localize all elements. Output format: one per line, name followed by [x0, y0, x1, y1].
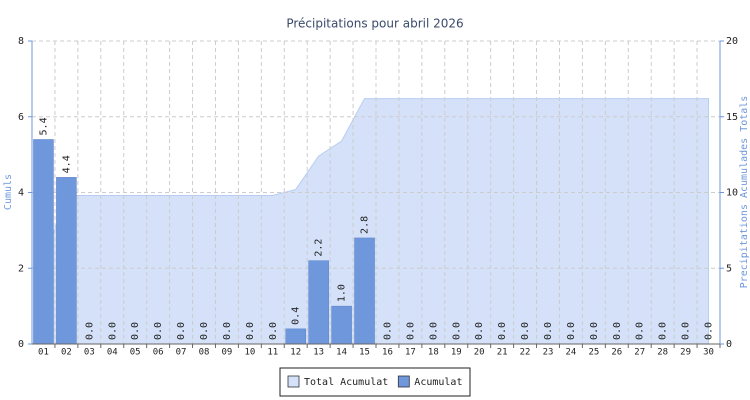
x-tick-label: 17 — [405, 348, 416, 358]
x-tick-label: 04 — [107, 348, 118, 358]
x-tick-label: 19 — [451, 348, 462, 358]
value-label: 0.0 — [130, 322, 141, 340]
y-tick-label: 0 — [18, 339, 24, 350]
value-label: 0.0 — [199, 322, 210, 340]
legend-label: Total Acumulat — [304, 377, 388, 388]
value-label: 0.0 — [268, 322, 279, 340]
bar — [308, 260, 329, 345]
value-label: 1.0 — [337, 284, 348, 302]
value-label: 0.0 — [681, 322, 692, 340]
value-label: 4.4 — [61, 155, 72, 173]
y-tick-label: 6 — [18, 112, 24, 123]
y-tick-label: 2 — [18, 263, 24, 274]
x-tick-label: 07 — [176, 348, 187, 358]
x-tick-label: 24 — [566, 348, 577, 358]
x-tick-label: 15 — [359, 348, 370, 358]
value-label: 5.4 — [38, 117, 49, 135]
bar — [56, 177, 77, 345]
x-tick-label: 27 — [634, 348, 645, 358]
value-label: 2.8 — [360, 216, 371, 234]
x-tick-label: 16 — [382, 348, 393, 358]
value-label: 0.0 — [405, 322, 416, 340]
value-label: 0.0 — [543, 322, 554, 340]
value-label: 0.0 — [84, 322, 95, 340]
y2-tick-label: 20 — [726, 36, 738, 47]
bar — [33, 139, 54, 345]
y2-tick-label: 10 — [726, 188, 738, 199]
y-axis-label: Cumuls — [3, 174, 14, 210]
bar — [354, 237, 375, 345]
x-tick-label: 09 — [222, 348, 233, 358]
value-label: 0.0 — [658, 322, 669, 340]
y-tick-label: 4 — [18, 188, 24, 199]
y2-tick-label: 5 — [726, 263, 732, 274]
value-label: 0.0 — [176, 322, 187, 340]
x-tick-label: 29 — [680, 348, 691, 358]
x-tick-label: 22 — [520, 348, 531, 358]
value-label: 0.0 — [382, 322, 393, 340]
x-tick-label: 10 — [244, 348, 255, 358]
bar — [331, 305, 352, 345]
x-tick-label: 01 — [38, 348, 49, 358]
value-label: 0.0 — [704, 322, 715, 340]
value-label: 0.0 — [451, 322, 462, 340]
x-tick-label: 03 — [84, 348, 95, 358]
x-tick-label: 02 — [61, 348, 72, 358]
x-tick-label: 14 — [336, 348, 347, 358]
value-label: 0.0 — [428, 322, 439, 340]
legend-swatch — [287, 375, 300, 388]
x-tick-label: 20 — [474, 348, 485, 358]
x-tick-label: 30 — [703, 348, 714, 358]
area — [42, 98, 710, 345]
x-tick-label: 08 — [199, 348, 210, 358]
value-label: 0.0 — [520, 322, 531, 340]
y-tick-label: 8 — [18, 36, 24, 47]
value-label: 0.0 — [222, 322, 233, 340]
value-label: 0.0 — [474, 322, 485, 340]
value-label: 0.0 — [107, 322, 118, 340]
x-tick-label: 18 — [428, 348, 439, 358]
x-tick-label: 25 — [588, 348, 599, 358]
y2-tick-label: 0 — [726, 339, 732, 350]
bar — [285, 328, 306, 345]
x-tick-label: 05 — [130, 348, 141, 358]
x-tick-label: 12 — [290, 348, 301, 358]
chart-title: Précipitations pour abril 2026 — [286, 17, 463, 31]
y2-tick-label: 15 — [726, 112, 738, 123]
legend-label: Acumulat — [414, 377, 462, 388]
value-label: 0.4 — [291, 307, 302, 325]
x-tick-label: 06 — [153, 348, 164, 358]
value-label: 0.0 — [153, 322, 164, 340]
value-label: 0.0 — [245, 322, 256, 340]
value-label: 2.2 — [314, 239, 325, 257]
x-tick-label: 28 — [657, 348, 668, 358]
value-label: 0.0 — [497, 322, 508, 340]
value-label: 0.0 — [566, 322, 577, 340]
x-tick-label: 13 — [313, 348, 324, 358]
x-tick-label: 21 — [497, 348, 508, 358]
value-label: 0.0 — [589, 322, 600, 340]
x-tick-label: 11 — [267, 348, 278, 358]
value-label: 0.0 — [635, 322, 646, 340]
x-tick-label: 23 — [543, 348, 554, 358]
legend-swatch — [397, 375, 410, 388]
value-label: 0.0 — [612, 322, 623, 340]
y2-axis-label: Precipitations Acumulades Totals — [739, 96, 750, 289]
x-tick-label: 26 — [611, 348, 622, 358]
legend-box — [279, 367, 471, 397]
